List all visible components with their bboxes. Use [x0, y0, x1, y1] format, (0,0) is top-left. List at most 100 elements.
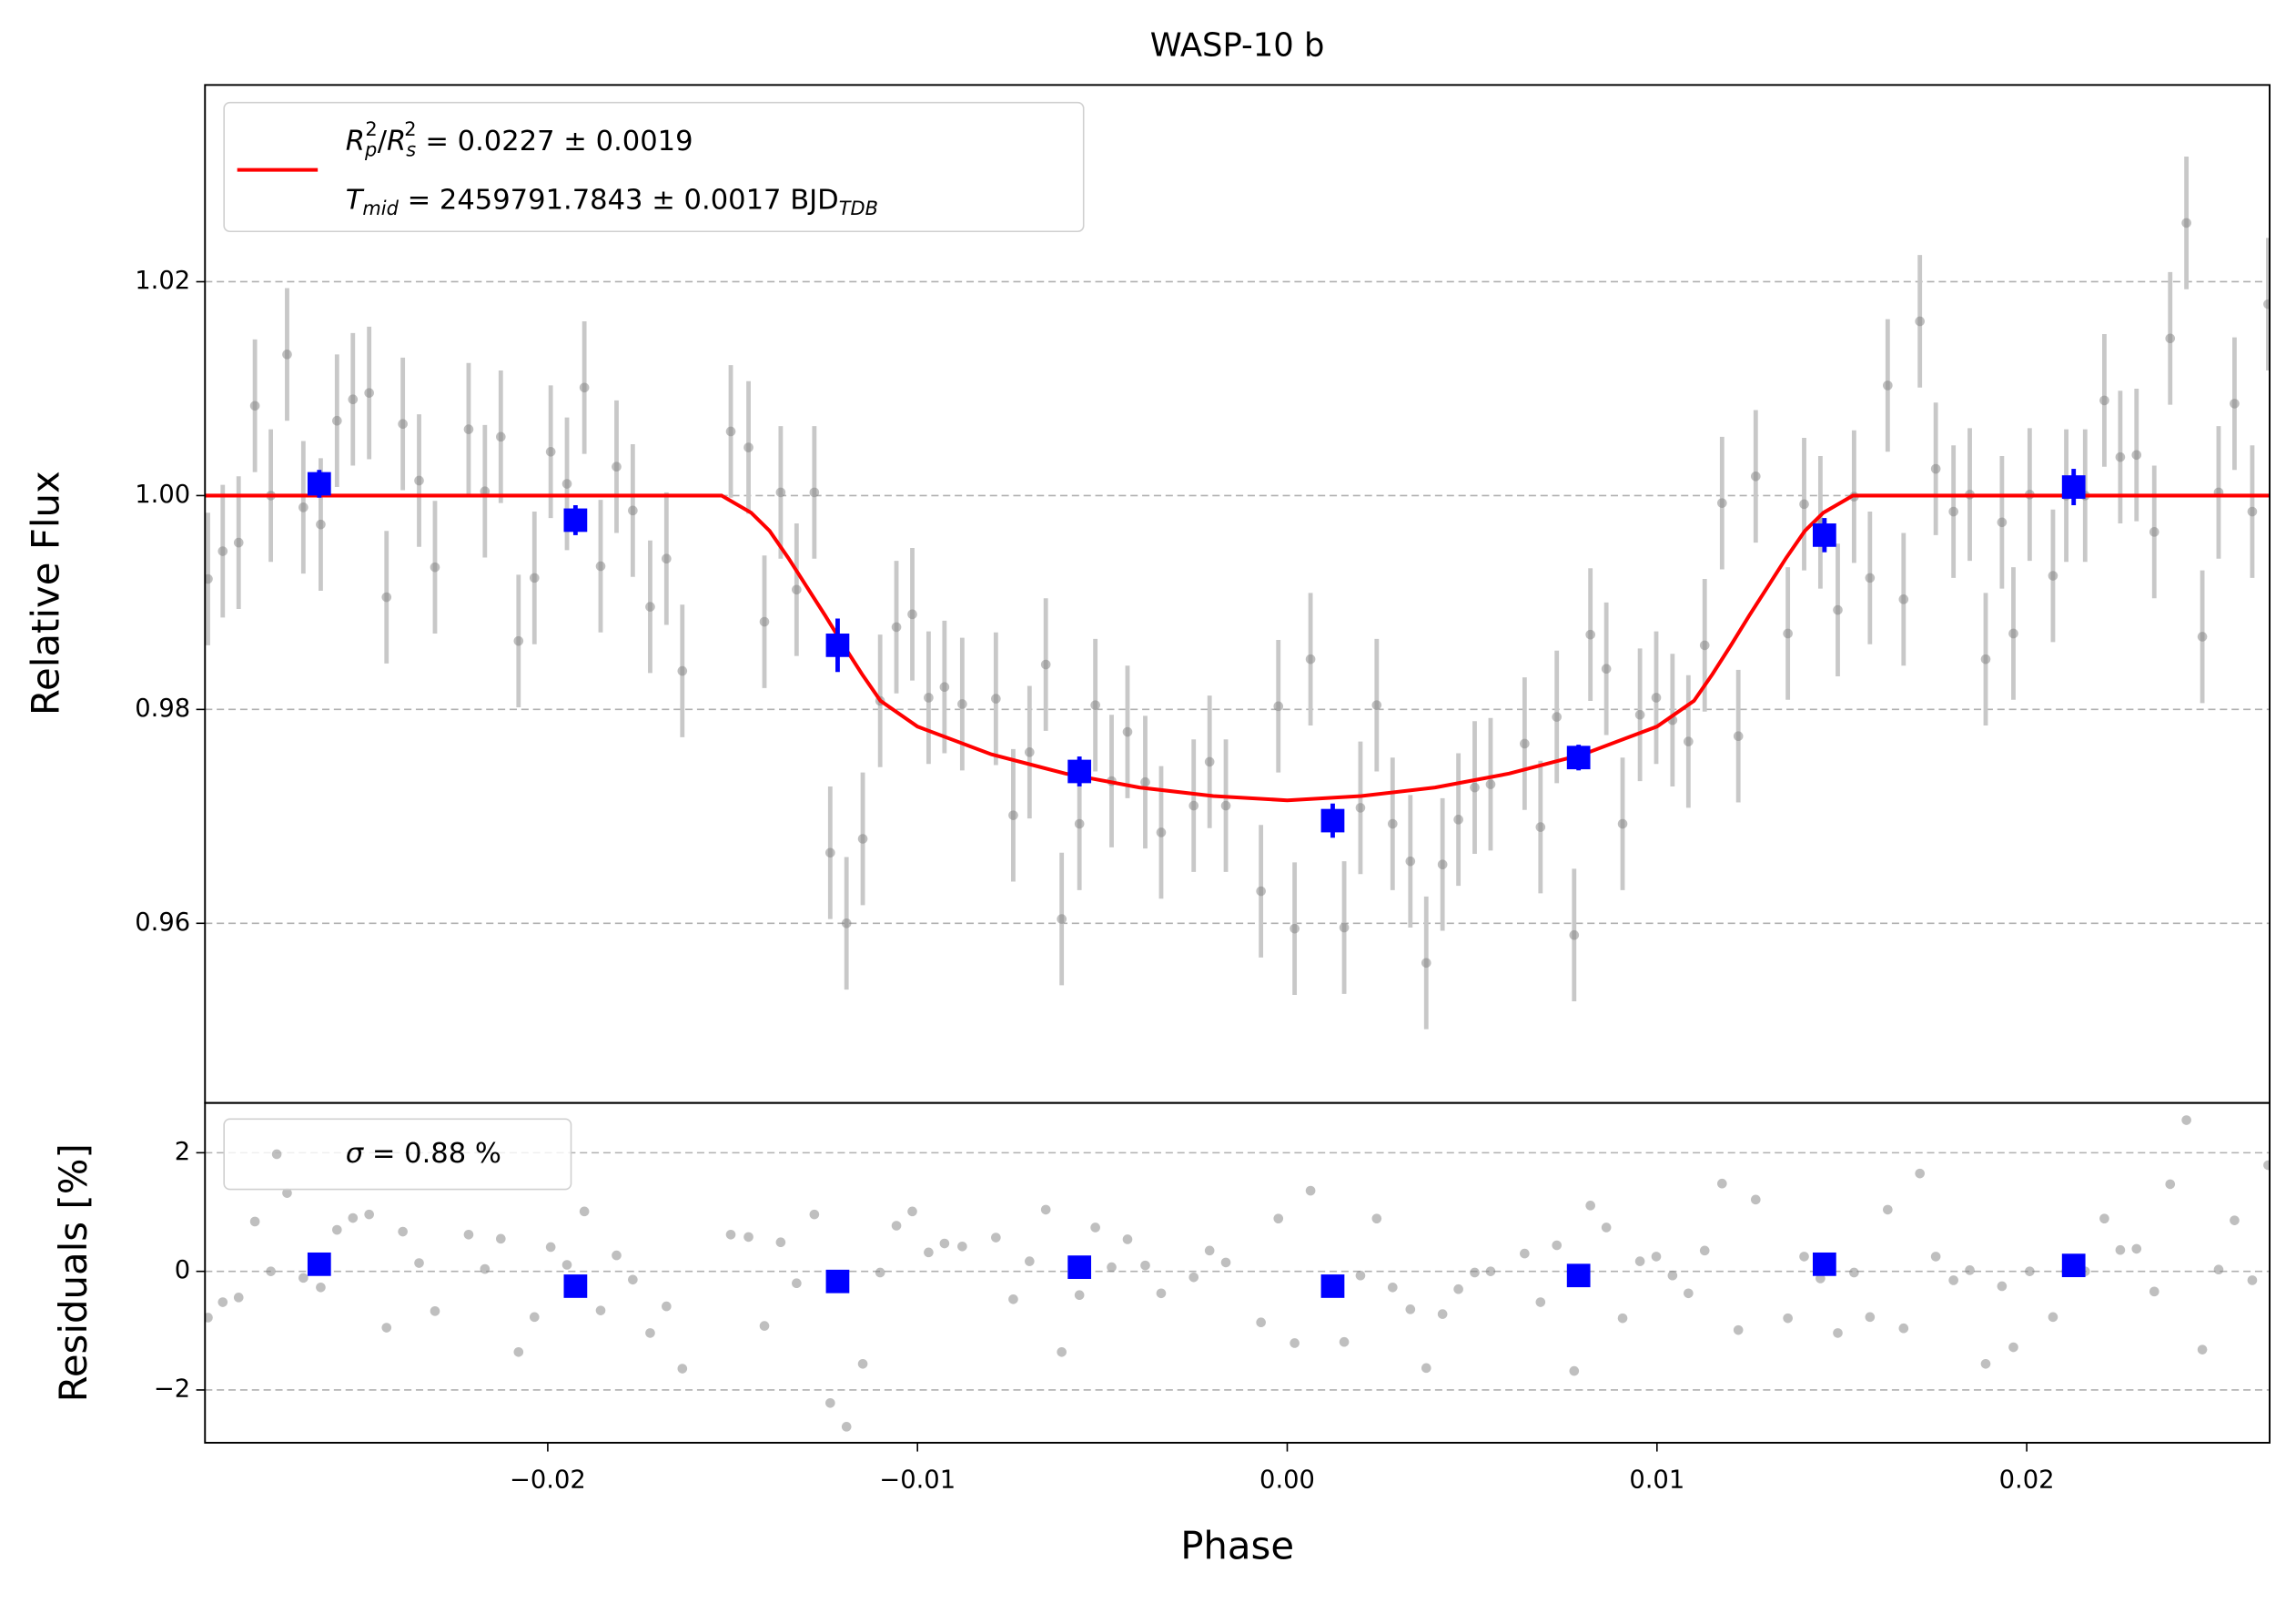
- binned-point: [1566, 746, 1591, 770]
- residual-point: [1074, 1290, 1085, 1301]
- label-part: = 0.88 %: [363, 1137, 501, 1169]
- residual-point: [743, 1232, 754, 1243]
- residual-point: [2149, 1286, 2159, 1297]
- data-point: [2131, 450, 2142, 461]
- residual-point: [205, 1313, 213, 1323]
- residual-point: [1421, 1363, 1431, 1374]
- residual-point: [2197, 1344, 2208, 1354]
- residual-point: [1188, 1272, 1199, 1283]
- data-point: [957, 699, 967, 709]
- residual-point: [1898, 1323, 1909, 1334]
- data-point: [1833, 604, 1843, 615]
- residual-point: [1816, 1273, 1826, 1283]
- residual-point: [529, 1312, 540, 1323]
- data-point: [1535, 822, 1546, 832]
- residual-point: [1569, 1365, 1580, 1376]
- residual-point: [1915, 1168, 1925, 1179]
- residual-point: [775, 1237, 786, 1248]
- residual-point: [2025, 1266, 2035, 1276]
- axes-frame: [204, 1101, 2271, 1444]
- residual-point: [2213, 1264, 2224, 1275]
- residual-point: [1883, 1204, 1893, 1215]
- data-point: [1552, 712, 1563, 722]
- data-point: [1930, 463, 1941, 474]
- data-point: [1716, 498, 1727, 508]
- residual-point: [1833, 1328, 1843, 1338]
- data-point: [1122, 726, 1133, 737]
- binned-residual: [563, 1274, 588, 1298]
- residual-point: [332, 1224, 342, 1235]
- data-point: [677, 665, 688, 676]
- residual-point: [1220, 1257, 1231, 1268]
- residual-point: [957, 1241, 967, 1252]
- data-point: [2263, 299, 2271, 309]
- binned-point: [1067, 759, 1092, 784]
- residual-point: [1371, 1213, 1382, 1223]
- residual-point: [1107, 1262, 1117, 1273]
- residual-point: [2008, 1342, 2018, 1353]
- residual-point: [381, 1323, 392, 1333]
- chart-title: WASP-10 b: [1150, 27, 1325, 65]
- legend-swatch: [271, 1149, 282, 1160]
- residual-point: [1965, 1265, 1975, 1275]
- residual-point: [1387, 1282, 1398, 1293]
- residual-point: [1339, 1336, 1350, 1347]
- residual-point: [1997, 1281, 2008, 1292]
- data-point: [2247, 506, 2258, 517]
- residual-point: [1733, 1324, 1744, 1335]
- residual-point: [1865, 1312, 1876, 1323]
- data-point: [939, 682, 950, 693]
- data-point: [1980, 654, 1991, 665]
- residual-point: [612, 1250, 622, 1261]
- data-point: [1865, 573, 1876, 583]
- residual-point: [809, 1209, 820, 1220]
- data-point: [348, 394, 359, 405]
- data-point: [463, 424, 474, 434]
- residual-point: [1140, 1260, 1150, 1271]
- data-point: [1799, 499, 1809, 510]
- data-point: [1569, 929, 1580, 940]
- x-tick-label: 0.01: [1629, 1466, 1684, 1494]
- data-point: [1883, 380, 1893, 391]
- residual-point: [1156, 1288, 1167, 1299]
- data-point: [1617, 818, 1628, 829]
- data-point: [2048, 571, 2058, 581]
- residual-point: [891, 1221, 902, 1231]
- data-point: [1437, 859, 1448, 870]
- y-axis-label: Residuals [%]: [51, 1143, 96, 1402]
- data-point: [1090, 700, 1100, 710]
- residual-point: [857, 1358, 868, 1369]
- label-part: σ: [346, 1137, 365, 1169]
- data-point: [1290, 923, 1300, 934]
- plot-area: [205, 157, 2271, 1030]
- residual-point: [1617, 1313, 1628, 1324]
- data-point: [1997, 517, 2008, 528]
- residual-point: [939, 1238, 950, 1249]
- data-point: [1948, 506, 1958, 517]
- data-point: [792, 584, 802, 595]
- residual-point: [677, 1364, 688, 1374]
- data-point: [1470, 782, 1480, 793]
- data-point: [1074, 818, 1085, 829]
- residual-point: [2247, 1275, 2258, 1285]
- data-point: [332, 415, 342, 426]
- binned-point: [825, 634, 850, 657]
- residual-point: [2263, 1160, 2271, 1171]
- residual-point: [1980, 1358, 1991, 1369]
- x-axis-label: Phase: [1180, 1523, 1294, 1567]
- label-part: TDB: [839, 198, 878, 219]
- residual-point: [1057, 1346, 1067, 1357]
- label-part: 2: [404, 118, 416, 140]
- data-point: [924, 693, 934, 703]
- data-point: [298, 502, 308, 512]
- residual-point: [513, 1346, 524, 1357]
- residual-point: [1090, 1223, 1100, 1233]
- legend-label: Tmid = 2459791.7843 ± 0.0017 BJDTDB: [346, 184, 878, 219]
- residual-point: [282, 1188, 292, 1198]
- binned-point: [1812, 523, 1836, 547]
- residual-point: [2131, 1243, 2142, 1254]
- residual-point: [595, 1305, 606, 1315]
- data-point: [1898, 594, 1909, 604]
- x-tick-label: 0.00: [1259, 1466, 1315, 1494]
- residual-point: [841, 1422, 852, 1432]
